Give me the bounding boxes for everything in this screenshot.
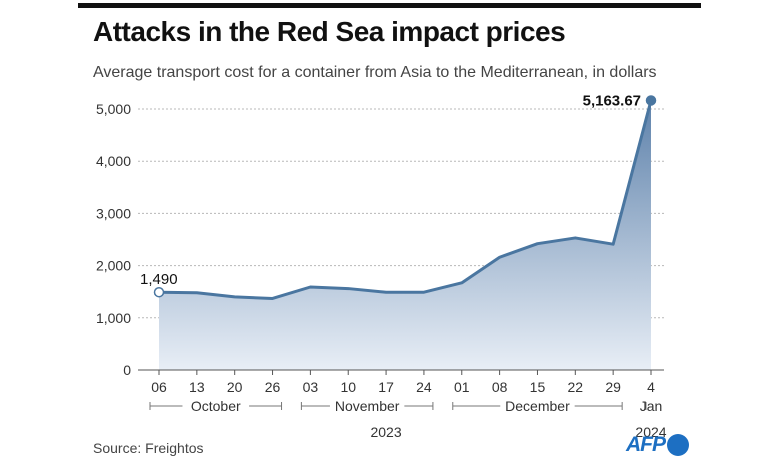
top-rule xyxy=(78,3,701,8)
y-tick-label: 4,000 xyxy=(96,153,131,169)
x-tick-label: 08 xyxy=(492,379,508,395)
y-tick-label: 1,000 xyxy=(96,310,131,326)
year-label: 2023 xyxy=(370,424,401,440)
x-tick-label: 22 xyxy=(568,379,584,395)
series-area xyxy=(159,100,651,371)
area-fill-group xyxy=(159,100,651,371)
month-label: October xyxy=(191,398,241,414)
labels: 0 1,000 2,000 3,000 4,000 5,000 06 13 20 26 03 10 17… xyxy=(96,92,667,440)
data-label-peak: 5,163.67 xyxy=(583,92,641,109)
data-label-start: 1,490 xyxy=(140,271,178,288)
chart-subtitle: Average transport cost for a container f… xyxy=(93,64,657,81)
peak-marker xyxy=(645,95,657,106)
afp-logo-text: AFP xyxy=(626,433,666,456)
x-tick-label: 06 xyxy=(151,379,167,395)
x-tick-label: 20 xyxy=(227,379,243,395)
x-tick-label: 13 xyxy=(189,379,205,395)
month-label: November xyxy=(335,398,400,414)
y-tick-label: 3,000 xyxy=(96,205,131,221)
month-label: December xyxy=(505,398,570,414)
x-tick-label: 15 xyxy=(530,379,546,395)
afp-logo-dot-icon xyxy=(667,434,689,456)
x-tick-label: 26 xyxy=(265,379,281,395)
x-tick-label: 17 xyxy=(378,379,394,395)
x-tick-label: 4 xyxy=(647,379,655,395)
afp-logo: AFP xyxy=(626,432,689,458)
x-tick-label: 03 xyxy=(303,379,319,395)
x-tick-label: 24 xyxy=(416,379,432,395)
axes xyxy=(138,369,664,410)
chart-title: Attacks in the Red Sea impact prices xyxy=(93,16,566,47)
x-tick-label: 29 xyxy=(605,379,621,395)
x-tick-label: 10 xyxy=(340,379,356,395)
year-label: 2024 xyxy=(635,424,666,440)
source-note: Source: Freightos xyxy=(93,440,204,456)
y-tick-label: 0 xyxy=(123,362,131,378)
x-tick-label: 01 xyxy=(454,379,470,395)
y-tick-label: 2,000 xyxy=(96,258,131,274)
start-marker xyxy=(153,286,165,298)
y-tick-label: 5,000 xyxy=(96,101,131,117)
series-line xyxy=(158,100,653,300)
series-line-group xyxy=(153,95,657,300)
month-label: Jan xyxy=(640,398,663,414)
